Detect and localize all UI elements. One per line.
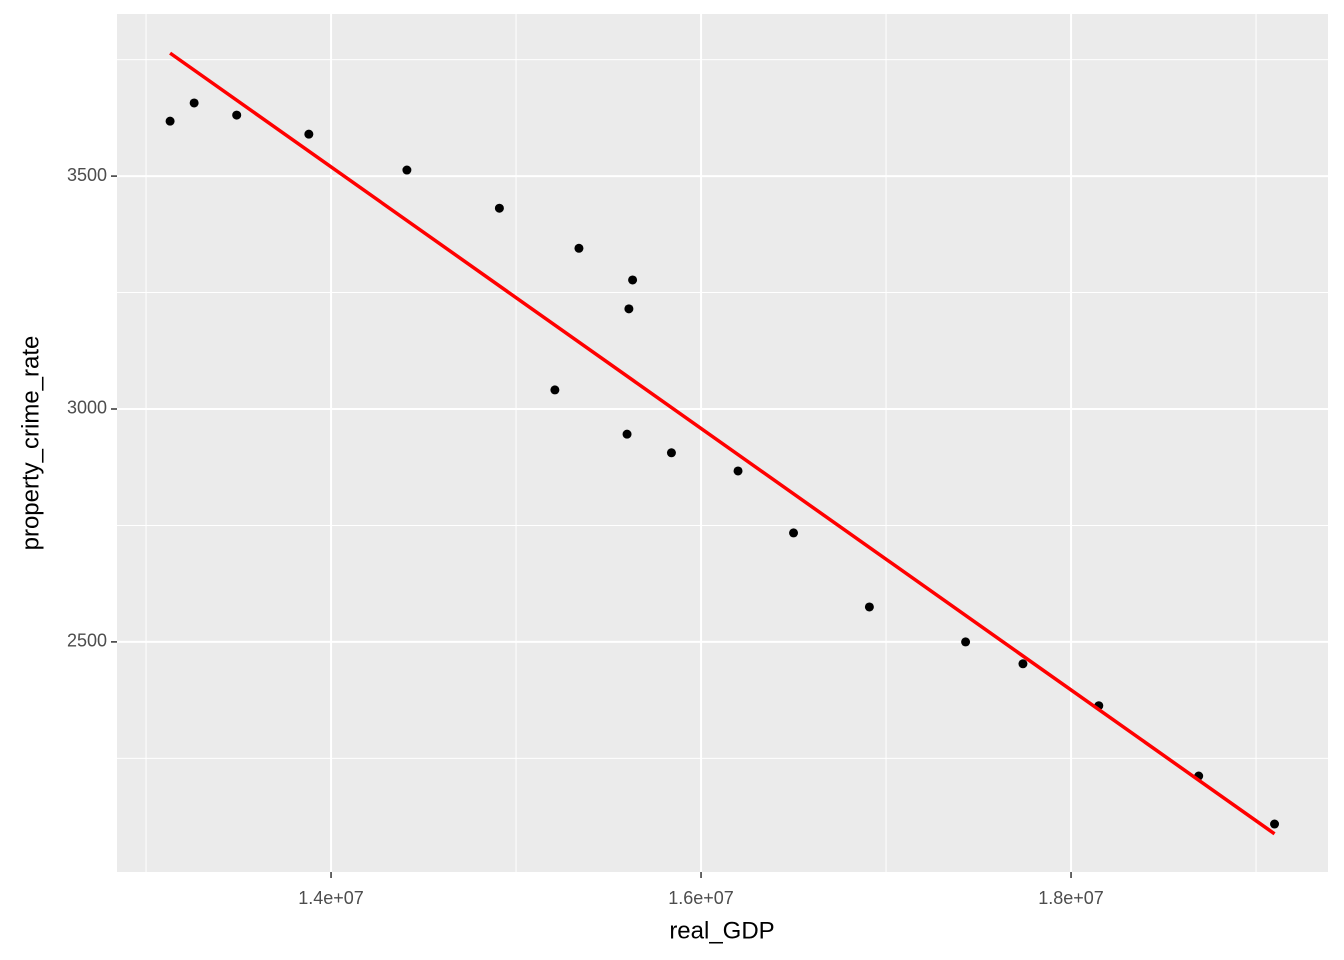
y-axis-title: property_crime_rate bbox=[17, 336, 44, 551]
marks bbox=[165, 51, 1280, 836]
point bbox=[494, 203, 504, 213]
x-tick-label: 1.8e+07 bbox=[1038, 888, 1104, 908]
point bbox=[622, 429, 632, 439]
point bbox=[628, 275, 638, 285]
point bbox=[961, 637, 971, 647]
y-tick-label: 3500 bbox=[67, 165, 107, 185]
y-tick-label: 3000 bbox=[67, 398, 107, 418]
point bbox=[232, 110, 242, 120]
fit-line bbox=[169, 51, 1276, 836]
grid bbox=[117, 14, 1328, 872]
point bbox=[1270, 819, 1280, 829]
point bbox=[666, 448, 676, 458]
point bbox=[789, 528, 799, 538]
point bbox=[624, 304, 634, 314]
y-tick-label: 2500 bbox=[67, 631, 107, 651]
point bbox=[550, 385, 560, 395]
point bbox=[864, 602, 874, 612]
point bbox=[165, 116, 175, 126]
point bbox=[1018, 659, 1028, 669]
x-tick-label: 1.6e+07 bbox=[668, 888, 734, 908]
point bbox=[402, 165, 412, 175]
point bbox=[304, 129, 314, 139]
x-tick-label: 1.4e+07 bbox=[298, 888, 364, 908]
point bbox=[189, 98, 199, 108]
x-axis-title: real_GDP bbox=[669, 917, 774, 944]
point bbox=[574, 243, 584, 253]
point bbox=[733, 466, 743, 476]
